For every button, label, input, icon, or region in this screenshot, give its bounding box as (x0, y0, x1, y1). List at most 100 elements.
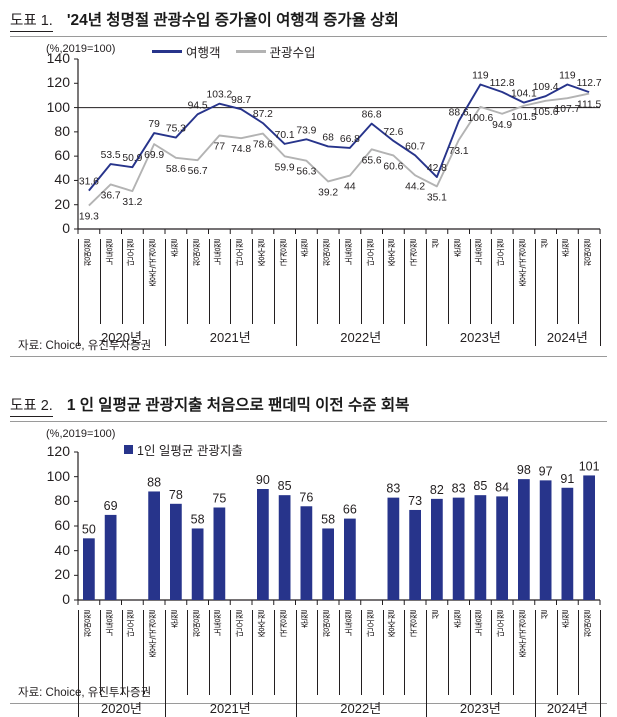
svg-text:119: 119 (472, 71, 489, 82)
year-group-divider (600, 695, 601, 717)
svg-text:112.8: 112.8 (490, 78, 515, 89)
x-axis-separator (99, 239, 101, 324)
figure-1-header: 도표 1. '24년 청명절 관광수입 증가율이 여행객 증가율 상회 (0, 8, 617, 32)
x-axis-separator (469, 239, 471, 324)
svg-text:73.9: 73.9 (296, 125, 316, 136)
x-axis-separator (230, 610, 232, 695)
x-axis-separator (382, 610, 384, 695)
legend-label-travelers: 여행객 (186, 46, 221, 60)
x-axis-separator (295, 239, 297, 324)
figure-1-legend: 여행객 관광수입 (152, 42, 316, 61)
svg-text:36.7: 36.7 (101, 190, 121, 201)
x-axis-category-label: 중추절 (387, 610, 398, 637)
svg-text:58: 58 (321, 512, 335, 526)
figure-2-title: 1 인 일평균 관광지출 처음으로 팬데믹 이전 수준 회복 (66, 397, 410, 414)
x-axis-separator (143, 610, 145, 695)
x-axis-category-label: 중추/국경절 (148, 239, 159, 287)
y-axis-tick-label: 80 (54, 122, 70, 139)
year-group-divider (295, 324, 297, 346)
legend-entry-spend: 1인 일평균 관광지출 (124, 440, 243, 459)
x-axis-category-label: 중추절 (387, 239, 398, 266)
x-axis-separator (165, 239, 166, 324)
x-axis-category-label: 춘절 (452, 610, 463, 628)
year-group-label: 2021년 (209, 330, 251, 345)
svg-text:107.7: 107.7 (554, 104, 580, 115)
y-axis-tick-label: 20 (54, 195, 70, 212)
svg-text:105.6: 105.6 (533, 107, 559, 118)
year-group-divider (295, 695, 297, 717)
x-axis-category-label: 노동절 (474, 610, 485, 637)
year-group-divider (534, 324, 536, 346)
svg-text:72.6: 72.6 (383, 127, 403, 138)
x-axis-separator (78, 239, 79, 324)
x-axis-separator (317, 239, 319, 324)
svg-text:87.2: 87.2 (253, 109, 273, 120)
x-axis-separator (143, 239, 145, 324)
x-axis-separator (252, 610, 253, 695)
y-axis-tick-label: 40 (54, 541, 70, 558)
svg-text:90: 90 (256, 473, 270, 487)
figure-2-source: 자료: Choice, 유진투자증권 (18, 687, 152, 699)
svg-text:75.3: 75.3 (166, 124, 186, 135)
svg-text:35.1: 35.1 (427, 192, 447, 203)
svg-text:31.6: 31.6 (79, 177, 99, 188)
x-axis-separator (382, 239, 384, 324)
x-axis-separator (360, 610, 362, 695)
svg-text:98.7: 98.7 (231, 95, 251, 106)
svg-text:97: 97 (539, 464, 553, 478)
figure-1-plot: (%,2019=100) 여행객 관광수입 31.6 53.5 50.9 79 75.3… (0, 37, 617, 346)
svg-text:98: 98 (517, 463, 531, 477)
x-axis-separator (273, 239, 275, 324)
x-axis-category-label: 춘절 (561, 610, 572, 628)
year-group-label: 2020년 (101, 330, 142, 345)
x-axis-separator (99, 610, 101, 695)
year-group-divider (426, 324, 427, 346)
year-group-divider (165, 324, 166, 346)
x-axis-separator (404, 610, 406, 695)
x-axis-separator (469, 610, 471, 695)
year-group-label: 2021년 (209, 701, 251, 716)
x-axis-category-label: 노동절 (104, 239, 115, 266)
legend-line-icon (152, 50, 182, 53)
x-axis-separator (600, 239, 601, 324)
svg-text:44: 44 (344, 182, 356, 193)
svg-text:68: 68 (322, 132, 334, 143)
figure-2: 도표 2. 1 인 일평균 관광지출 처음으로 팬데믹 이전 수준 회복 (%,… (0, 357, 617, 717)
year-group-divider (600, 324, 601, 346)
x-axis-category-label: 설 (539, 239, 550, 248)
x-axis-category-label: 춘절 (300, 239, 311, 257)
svg-text:70.1: 70.1 (275, 130, 295, 141)
svg-text:59.9: 59.9 (275, 162, 295, 173)
x-axis-category-label: 단오절 (365, 610, 376, 637)
x-axis-separator (360, 239, 362, 324)
svg-text:94.5: 94.5 (188, 100, 208, 111)
x-axis-separator (121, 239, 123, 324)
x-axis-category-label: 춘절 (169, 239, 180, 257)
x-axis-category-label: 단오절 (126, 239, 137, 266)
figure-1-source: 자료: Choice, 유진투자증권 (18, 340, 152, 352)
svg-text:19.3: 19.3 (79, 212, 99, 223)
svg-text:44.2: 44.2 (405, 181, 425, 192)
svg-text:79: 79 (148, 119, 160, 130)
svg-text:42.8: 42.8 (427, 163, 447, 174)
svg-text:76: 76 (299, 490, 313, 504)
svg-text:101: 101 (579, 459, 600, 473)
svg-text:78: 78 (169, 488, 183, 502)
svg-text:84: 84 (495, 480, 509, 494)
figure-2-legend: 1인 일평균 관광지출 (124, 440, 243, 459)
x-axis-separator (252, 239, 253, 324)
x-axis-separator (339, 239, 340, 324)
figure-1-tag: 도표 1. (10, 9, 53, 32)
x-axis-separator (556, 239, 558, 324)
x-axis-category-label: 단오절 (496, 239, 507, 266)
figure-2-svg: 50 69 88 78 58 75 90 85 76 58 66 83 73 82 83 85 84 98 97 91… (74, 451, 601, 605)
x-axis-category-label: 노동절 (343, 239, 354, 266)
svg-text:111.5: 111.5 (577, 100, 602, 111)
x-axis-separator (534, 239, 536, 324)
x-axis-category-label: 청명절 (583, 239, 594, 266)
y-axis-tick-label: 100 (46, 98, 70, 115)
svg-text:66: 66 (343, 503, 357, 517)
x-axis-category-label: 노동절 (213, 239, 224, 266)
y-axis-tick-label: 80 (54, 492, 70, 509)
